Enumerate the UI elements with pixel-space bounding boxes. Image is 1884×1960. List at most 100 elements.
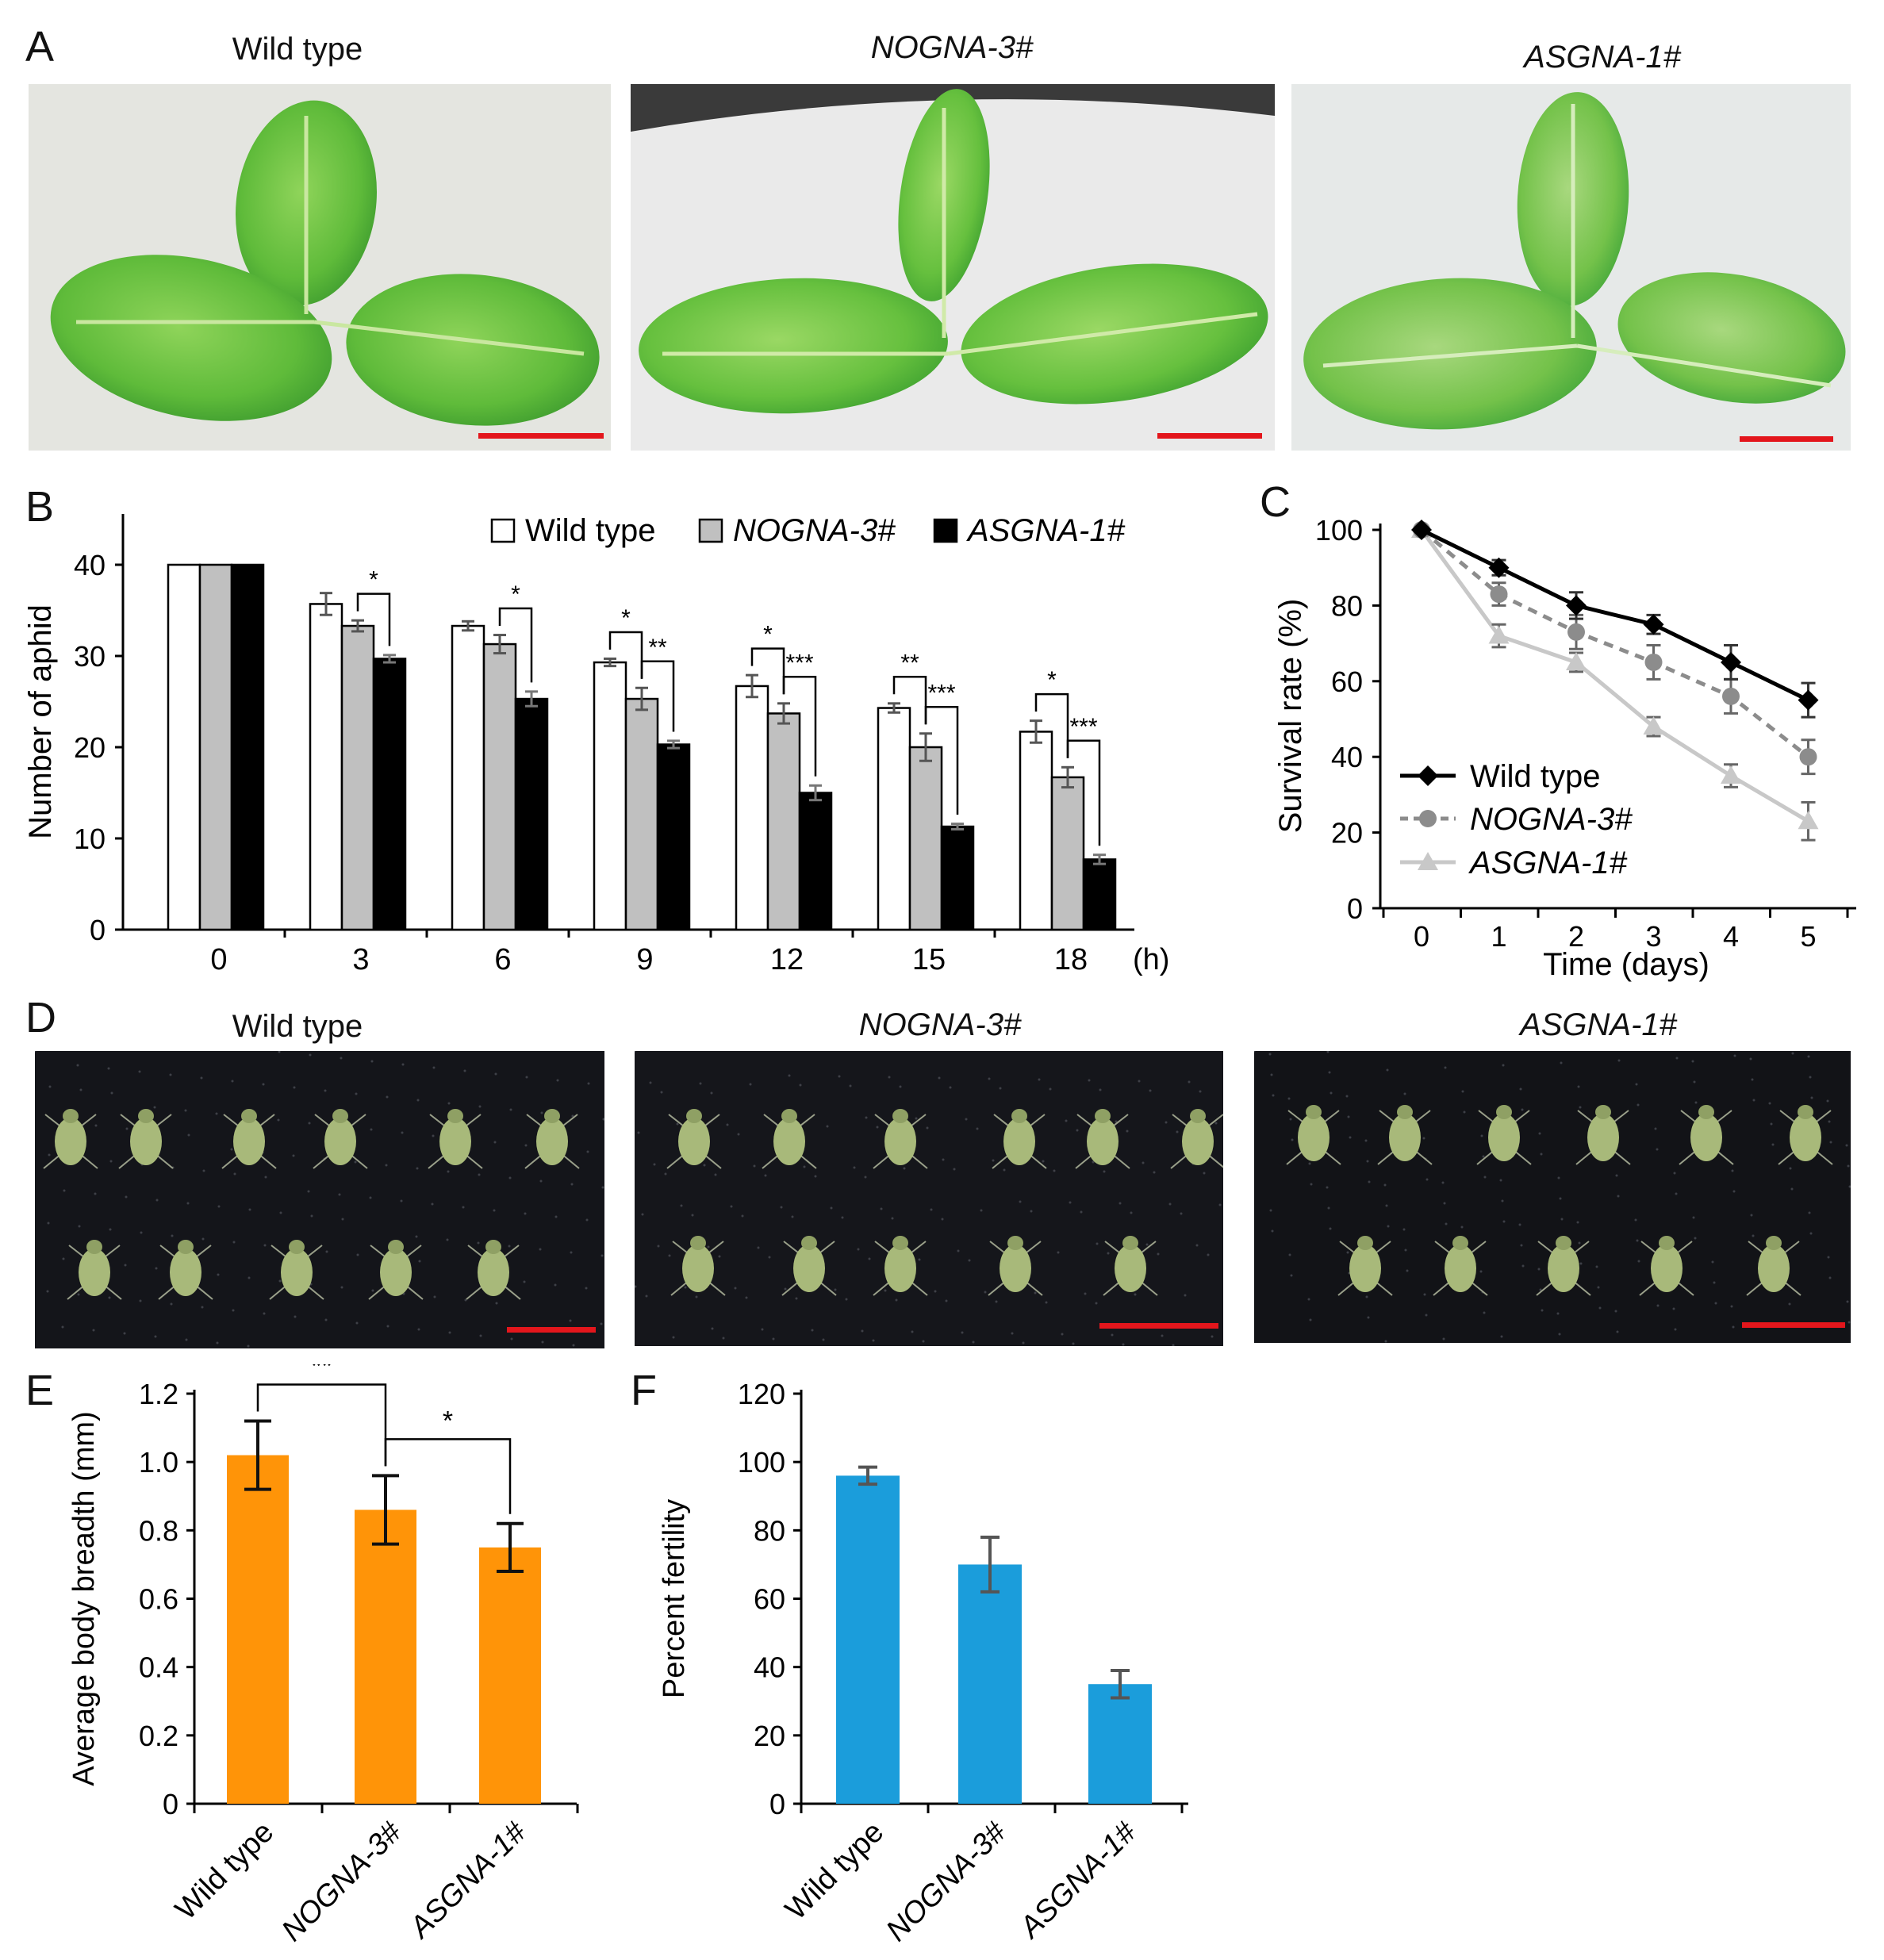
speckle — [710, 1091, 713, 1095]
aphid-head — [1306, 1105, 1322, 1119]
speckle — [201, 1306, 204, 1309]
speckle — [718, 1255, 721, 1258]
speckle — [1346, 1251, 1349, 1254]
x-tick-label: 5 — [1800, 920, 1816, 953]
x-tick-label: Wild type — [779, 1816, 890, 1927]
data-point — [1488, 625, 1510, 644]
speckle — [493, 1141, 497, 1144]
speckle — [1134, 1293, 1137, 1296]
speckle — [757, 1246, 760, 1249]
scale-bar — [1157, 433, 1262, 439]
speckle — [341, 1218, 344, 1221]
speckle — [988, 1077, 991, 1080]
significance-label: * — [511, 581, 520, 608]
x-unit-label: (h) — [1133, 943, 1169, 976]
speckle — [447, 1102, 451, 1105]
speckle — [1095, 1242, 1099, 1245]
speckle — [1519, 1087, 1522, 1091]
speckle — [416, 1167, 419, 1170]
aphid — [1075, 1109, 1130, 1169]
speckle — [1595, 1265, 1598, 1268]
aphid — [118, 1109, 174, 1169]
panel-d-title-nogna: NOGNA-3# — [858, 1007, 1022, 1042]
data-point — [1411, 520, 1432, 540]
speckle — [961, 1331, 964, 1334]
bar-wild type — [309, 603, 343, 931]
speckle — [1329, 1227, 1332, 1230]
aphid — [762, 1109, 817, 1169]
speckle — [1218, 1203, 1222, 1206]
aphid-head — [1698, 1105, 1714, 1119]
scale-bar — [1099, 1323, 1218, 1329]
x-tick-label: 0 — [210, 943, 227, 976]
y-tick-label: 1.0 — [139, 1446, 178, 1479]
speckle — [1711, 1260, 1714, 1264]
y-tick-label: 40 — [74, 549, 106, 581]
bar-wild type — [451, 624, 485, 931]
speckle — [294, 1315, 297, 1318]
speckle — [35, 1051, 36, 1053]
speckle — [279, 1211, 282, 1214]
speckle — [415, 1235, 418, 1238]
speckle — [1500, 1335, 1503, 1338]
speckle — [761, 1328, 764, 1331]
bar-wild type — [877, 707, 911, 931]
bar-nogna-3 — [198, 563, 233, 931]
aphid-body — [1087, 1118, 1119, 1165]
speckle — [1809, 1232, 1813, 1235]
speckle — [124, 1264, 127, 1267]
x-tick-label: 1 — [1491, 920, 1506, 953]
speckle — [1807, 1055, 1810, 1058]
series-line-wild type — [1420, 527, 1809, 702]
speckle — [1598, 1306, 1602, 1310]
speckle — [980, 1209, 983, 1212]
speckle — [1637, 1260, 1640, 1263]
speckle — [447, 1170, 450, 1173]
speckle — [1790, 1187, 1794, 1191]
speckle — [1130, 1211, 1133, 1214]
aphid — [1679, 1105, 1734, 1165]
aphid-photo-wild-type — [35, 1051, 604, 1348]
speckle — [1637, 1103, 1640, 1107]
speckle — [48, 1085, 52, 1088]
significance-label: *** — [927, 680, 955, 706]
aphid-head — [241, 1109, 257, 1123]
speckle — [838, 1075, 841, 1078]
aphid-head — [138, 1109, 154, 1123]
legend-label: Wild type — [525, 513, 656, 548]
speckle — [992, 1159, 995, 1162]
aphid — [1575, 1105, 1631, 1165]
data-point — [1566, 595, 1587, 616]
speckle — [637, 1131, 640, 1134]
speckle — [768, 1256, 771, 1259]
aphid-head — [1357, 1236, 1373, 1250]
speckle — [1270, 1073, 1273, 1076]
aphid-head — [1798, 1105, 1813, 1119]
speckle — [400, 1199, 403, 1202]
aphid-body — [1790, 1114, 1821, 1161]
speckle — [1290, 1274, 1293, 1277]
speckle — [385, 1164, 388, 1167]
speckle — [1042, 1160, 1045, 1163]
data-point — [1490, 585, 1508, 604]
speckle — [1288, 1253, 1291, 1256]
y-tick-label: 0.6 — [139, 1583, 178, 1616]
y-tick-label: 80 — [1331, 589, 1363, 622]
speckle — [772, 1337, 775, 1341]
speckle — [699, 1082, 702, 1085]
speckle — [1460, 1225, 1464, 1229]
aphid — [1337, 1236, 1393, 1296]
speckle — [1084, 1292, 1087, 1295]
significance-label: * — [621, 605, 631, 631]
aphid-head — [1122, 1236, 1138, 1250]
speckle — [1053, 1169, 1056, 1172]
aphid-head — [1659, 1236, 1675, 1250]
speckle — [1366, 1160, 1369, 1163]
speckle — [418, 1260, 421, 1263]
aphid-head — [447, 1109, 463, 1123]
speckle — [1145, 1243, 1149, 1246]
bar-nogna-3 — [908, 746, 943, 931]
aphid-head — [289, 1240, 305, 1254]
speckle — [187, 1133, 190, 1137]
legend-swatch — [933, 518, 958, 543]
